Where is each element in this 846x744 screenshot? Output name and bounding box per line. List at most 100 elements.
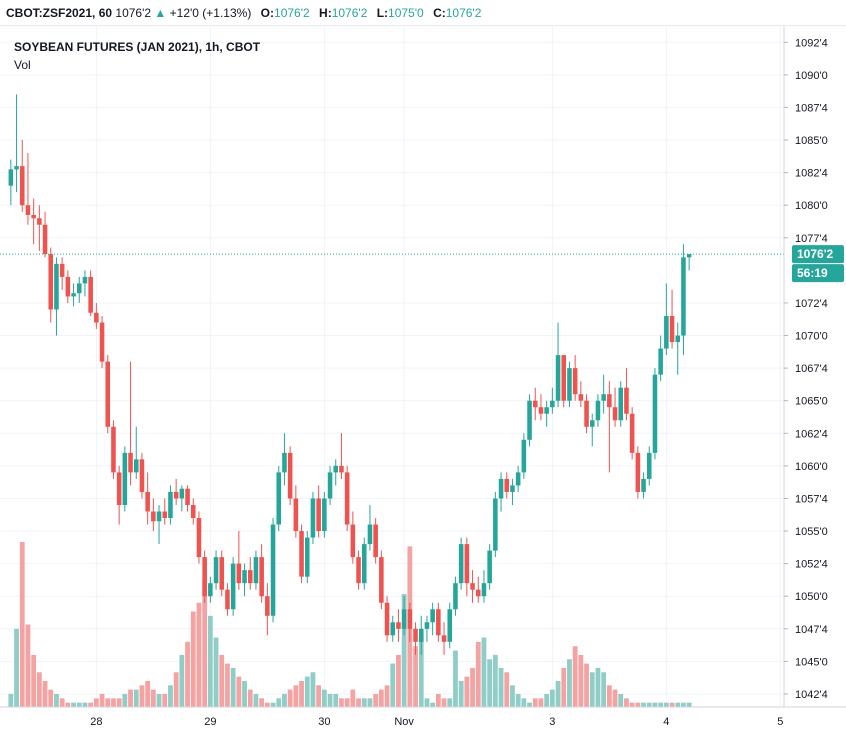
candle-body [299, 531, 304, 577]
candle-body [658, 348, 663, 375]
volume-bar [122, 693, 128, 707]
candle-body [572, 368, 578, 395]
symbol-header: CBOT:ZSF2021, 60 1076'2 ▲ +12'0 (+1.13%)… [0, 0, 846, 26]
price-tick-label: 1090'0 [795, 70, 828, 82]
volume-bar [430, 702, 436, 707]
candle-body [151, 511, 156, 522]
volume-bar [99, 693, 105, 707]
candle-body [635, 452, 641, 492]
candle-body [641, 478, 646, 492]
candle-body [401, 609, 407, 629]
candle-body [168, 491, 173, 519]
candle-body [111, 426, 116, 473]
volume-bar [390, 663, 396, 707]
candle-body [293, 498, 299, 532]
candle-body [475, 589, 481, 597]
volume-bar [339, 698, 344, 707]
volume-bar [31, 654, 37, 707]
price-tick-label: 1042'4 [795, 689, 828, 701]
volume-bar [111, 698, 116, 707]
volume-bar [475, 641, 481, 707]
low-value: 1075'0 [388, 6, 424, 20]
volume-bar [424, 698, 430, 707]
candle-body [162, 511, 168, 519]
volume-bar [242, 680, 247, 707]
candle-body [453, 583, 458, 610]
volume-bar [453, 650, 458, 707]
price-change: +12'0 (+1.13%) [169, 6, 252, 20]
volume-bar [367, 698, 373, 707]
volume-bar [350, 689, 356, 707]
volume-bar [8, 693, 14, 707]
candle-body [65, 276, 71, 297]
price-tick-label: 1087'4 [795, 102, 828, 114]
candle-body [31, 214, 36, 219]
candle-body [202, 557, 207, 597]
last-price-tag [792, 245, 844, 264]
volume-bar [418, 633, 424, 707]
volume-bar [612, 689, 618, 707]
price-chart[interactable]: 1042'4 1045'0 1047'4 1050'0 1052'4 1055'0 1057… [0, 26, 846, 744]
candle-body [327, 472, 333, 499]
low-label: L: [376, 6, 389, 20]
volume-bar [401, 594, 407, 707]
candle-body [282, 452, 287, 473]
candle-body [236, 563, 242, 584]
chart-legend: SOYBEAN FUTURES (JAN 2021), 1h, CBOT Vol [14, 38, 260, 74]
candle-body [230, 563, 236, 610]
volume-bar [595, 667, 601, 707]
time-tick-label: 5 [777, 716, 783, 728]
time-tick-label: Nov [394, 716, 414, 728]
volume-bar [544, 693, 550, 707]
price-tick-label: 1052'4 [795, 559, 828, 571]
price-tick-label: 1065'0 [795, 396, 828, 408]
candle-body [190, 504, 196, 519]
candle-body [595, 400, 601, 421]
volume-bar [373, 693, 379, 707]
change-arrow-icon: ▲ [154, 6, 167, 20]
volume-bar [441, 698, 447, 707]
candle-body [561, 355, 567, 401]
volume-bar [481, 637, 487, 707]
countdown-tag-label: 56:19 [797, 266, 828, 280]
price-tick-label: 1045'0 [795, 656, 828, 668]
price-tick-label: 1047'4 [795, 624, 828, 636]
candle-body [242, 570, 247, 584]
candle-body [436, 609, 441, 636]
volume-bar [310, 672, 316, 707]
chart-grid [0, 26, 784, 707]
volume-bar [681, 702, 686, 707]
volume-bar [14, 628, 19, 707]
candle-body [624, 387, 629, 414]
price-tick-label: 1070'0 [795, 331, 828, 343]
volume-bar [464, 676, 470, 707]
time-tick-label: 30 [318, 716, 330, 728]
candle-body [270, 524, 276, 616]
candle-body [173, 491, 179, 499]
candle-body [247, 570, 253, 584]
price-axis[interactable]: 1042'4 1045'0 1047'4 1050'0 1052'4 1055'0 1057… [783, 26, 846, 744]
volume-bar [299, 680, 304, 707]
volume-bar [618, 693, 624, 707]
volume-bar [384, 685, 390, 707]
volume-bar [25, 624, 31, 707]
volume-bar [145, 680, 151, 707]
candle-body [521, 439, 527, 473]
volume-bar [225, 663, 230, 707]
candle-body [361, 544, 367, 584]
volume-bar [321, 689, 327, 707]
time-axis[interactable]: 28 29 30 Nov 3 4 5 [0, 706, 846, 728]
candle-body [339, 465, 344, 473]
candle-body [481, 583, 487, 597]
volume-bar [287, 689, 293, 707]
volume-bar [202, 581, 208, 707]
candle-body [407, 609, 413, 629]
candle-body [54, 263, 59, 310]
candle-body [578, 394, 584, 401]
candle-body [686, 254, 692, 258]
candle-body [225, 589, 230, 610]
volume-bar [207, 615, 213, 707]
candle-body [208, 583, 213, 597]
last-price-tag-label: 1076'2 [797, 247, 834, 261]
price-tick-label: 1055'0 [795, 526, 828, 538]
